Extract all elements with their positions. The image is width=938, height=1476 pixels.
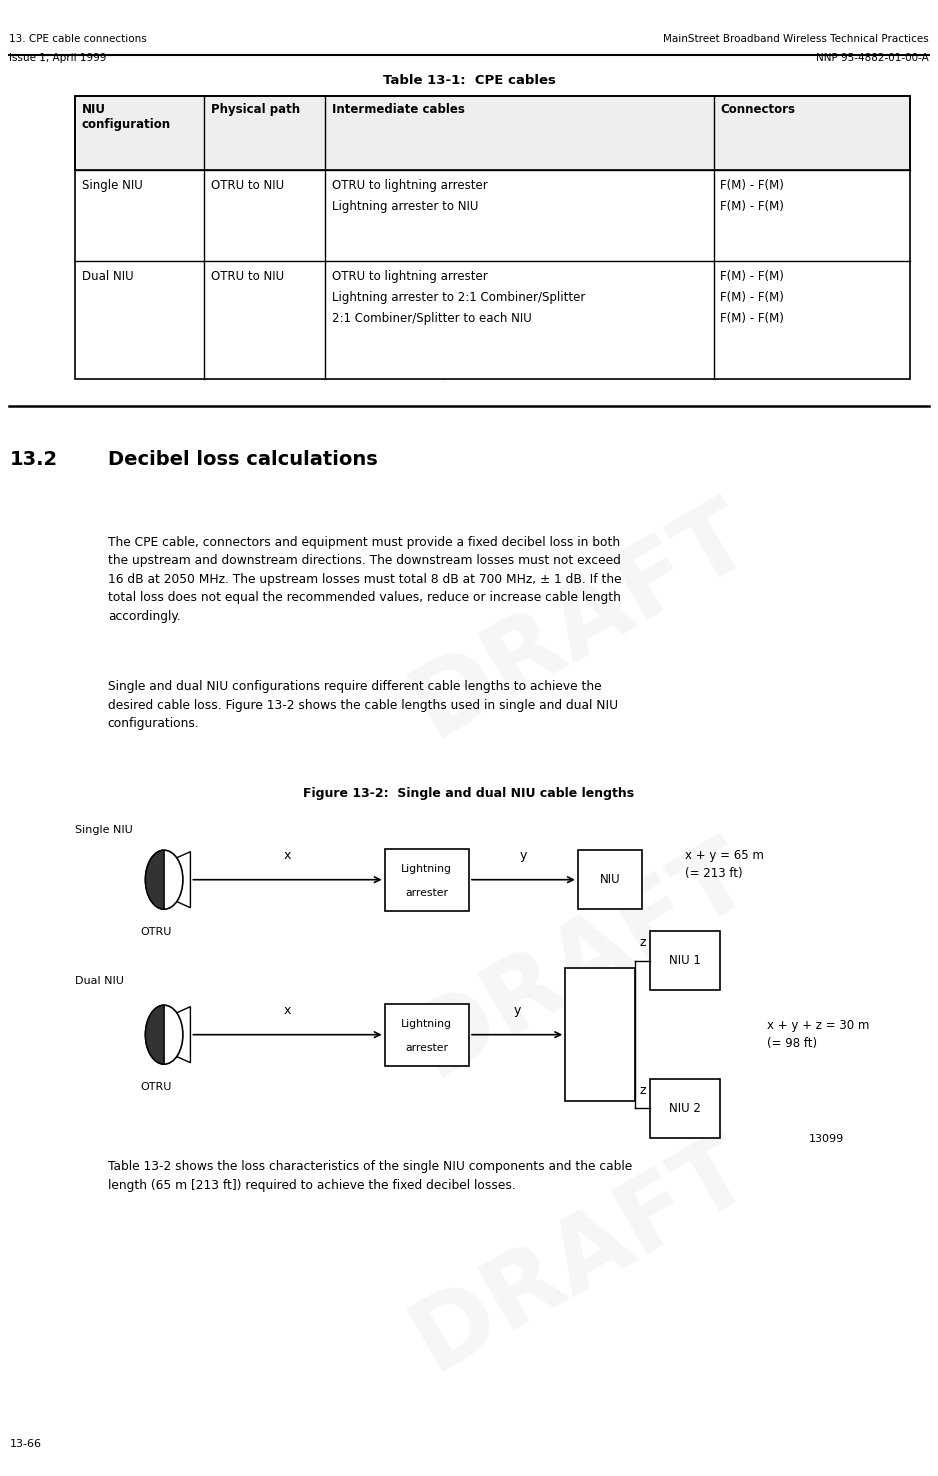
Text: z: z (640, 936, 645, 949)
Text: Dual NIU: Dual NIU (82, 270, 133, 283)
Text: x + y + z = 30 m
(= 98 ft): x + y + z = 30 m (= 98 ft) (767, 1018, 870, 1051)
Text: DRAFT: DRAFT (396, 1119, 767, 1390)
Bar (75, 261, 910, 379)
Bar (565, 968, 636, 1101)
Text: 13.2: 13.2 (9, 450, 57, 469)
Bar (385, 849, 469, 911)
Text: arrester: arrester (405, 1044, 448, 1052)
Polygon shape (164, 1007, 190, 1063)
Text: OTRU: OTRU (141, 1082, 172, 1092)
Bar (649, 1079, 719, 1138)
Text: 13-66: 13-66 (9, 1439, 41, 1449)
Polygon shape (145, 850, 164, 909)
Polygon shape (164, 852, 190, 908)
Polygon shape (145, 1005, 164, 1064)
Text: Lightning: Lightning (401, 865, 452, 874)
Bar (75, 96, 910, 379)
Text: NIU: NIU (599, 874, 620, 886)
Text: OTRU to NIU: OTRU to NIU (211, 179, 284, 192)
Text: F(M) - F(M)
F(M) - F(M)
F(M) - F(M): F(M) - F(M) F(M) - F(M) F(M) - F(M) (720, 270, 784, 325)
Text: Single and dual NIU configurations require different cable lengths to achieve th: Single and dual NIU configurations requi… (108, 680, 618, 731)
Text: 13. CPE cable connections: 13. CPE cable connections (9, 34, 147, 44)
Circle shape (145, 1005, 183, 1064)
Text: x: x (284, 1004, 291, 1017)
Text: Physical path: Physical path (211, 103, 300, 117)
Text: Intermediate cables: Intermediate cables (332, 103, 465, 117)
Text: Single NIU: Single NIU (75, 825, 133, 835)
Text: NNP 95-4882-01-00-A: NNP 95-4882-01-00-A (816, 53, 929, 63)
Text: arrester: arrester (405, 889, 448, 897)
Text: MainStreet Broadband Wireless Technical Practices: MainStreet Broadband Wireless Technical … (663, 34, 929, 44)
Text: Lightning: Lightning (401, 1020, 452, 1029)
Text: z: z (640, 1083, 645, 1097)
Text: Issue 1, April 1999: Issue 1, April 1999 (9, 53, 107, 63)
Bar (385, 1004, 469, 1066)
Text: x: x (284, 849, 291, 862)
Text: 13099: 13099 (809, 1134, 844, 1144)
Text: Dual NIU: Dual NIU (75, 976, 124, 986)
Text: OTRU to NIU: OTRU to NIU (211, 270, 284, 283)
Bar (75, 96, 910, 170)
Text: OTRU: OTRU (141, 927, 172, 937)
Text: Table 13-1:  CPE cables: Table 13-1: CPE cables (383, 74, 555, 87)
Text: Decibel loss calculations: Decibel loss calculations (108, 450, 378, 469)
Text: NIU 2: NIU 2 (669, 1103, 701, 1114)
Text: y: y (520, 849, 527, 862)
Text: NIU
configuration: NIU configuration (82, 103, 171, 131)
Text: OTRU to lightning arrester
Lightning arrester to NIU: OTRU to lightning arrester Lightning arr… (332, 179, 488, 213)
Text: Connectors: Connectors (720, 103, 795, 117)
Text: Table 13-2 shows the loss characteristics of the single NIU components and the c: Table 13-2 shows the loss characteristic… (108, 1160, 632, 1191)
Text: DRAFT: DRAFT (396, 824, 767, 1095)
Text: NIU 1: NIU 1 (669, 955, 701, 967)
Text: y: y (513, 1004, 521, 1017)
Text: OTRU to lightning arrester
Lightning arrester to 2:1 Combiner/Splitter
2:1 Combi: OTRU to lightning arrester Lightning arr… (332, 270, 585, 325)
Text: DRAFT: DRAFT (396, 484, 767, 756)
Bar (75, 170, 910, 261)
Text: Single NIU: Single NIU (82, 179, 143, 192)
Text: F(M) - F(M)
F(M) - F(M): F(M) - F(M) F(M) - F(M) (720, 179, 784, 213)
Text: Figure 13-2:  Single and dual NIU cable lengths: Figure 13-2: Single and dual NIU cable l… (303, 787, 635, 800)
Text: The CPE cable, connectors and equipment must provide a fixed decibel loss in bot: The CPE cable, connectors and equipment … (108, 536, 622, 623)
Circle shape (145, 850, 183, 909)
Text: DRAFT: DRAFT (396, 130, 767, 401)
Bar (578, 850, 642, 909)
Bar (649, 931, 719, 990)
Text: x + y = 65 m
(= 213 ft): x + y = 65 m (= 213 ft) (685, 849, 764, 881)
